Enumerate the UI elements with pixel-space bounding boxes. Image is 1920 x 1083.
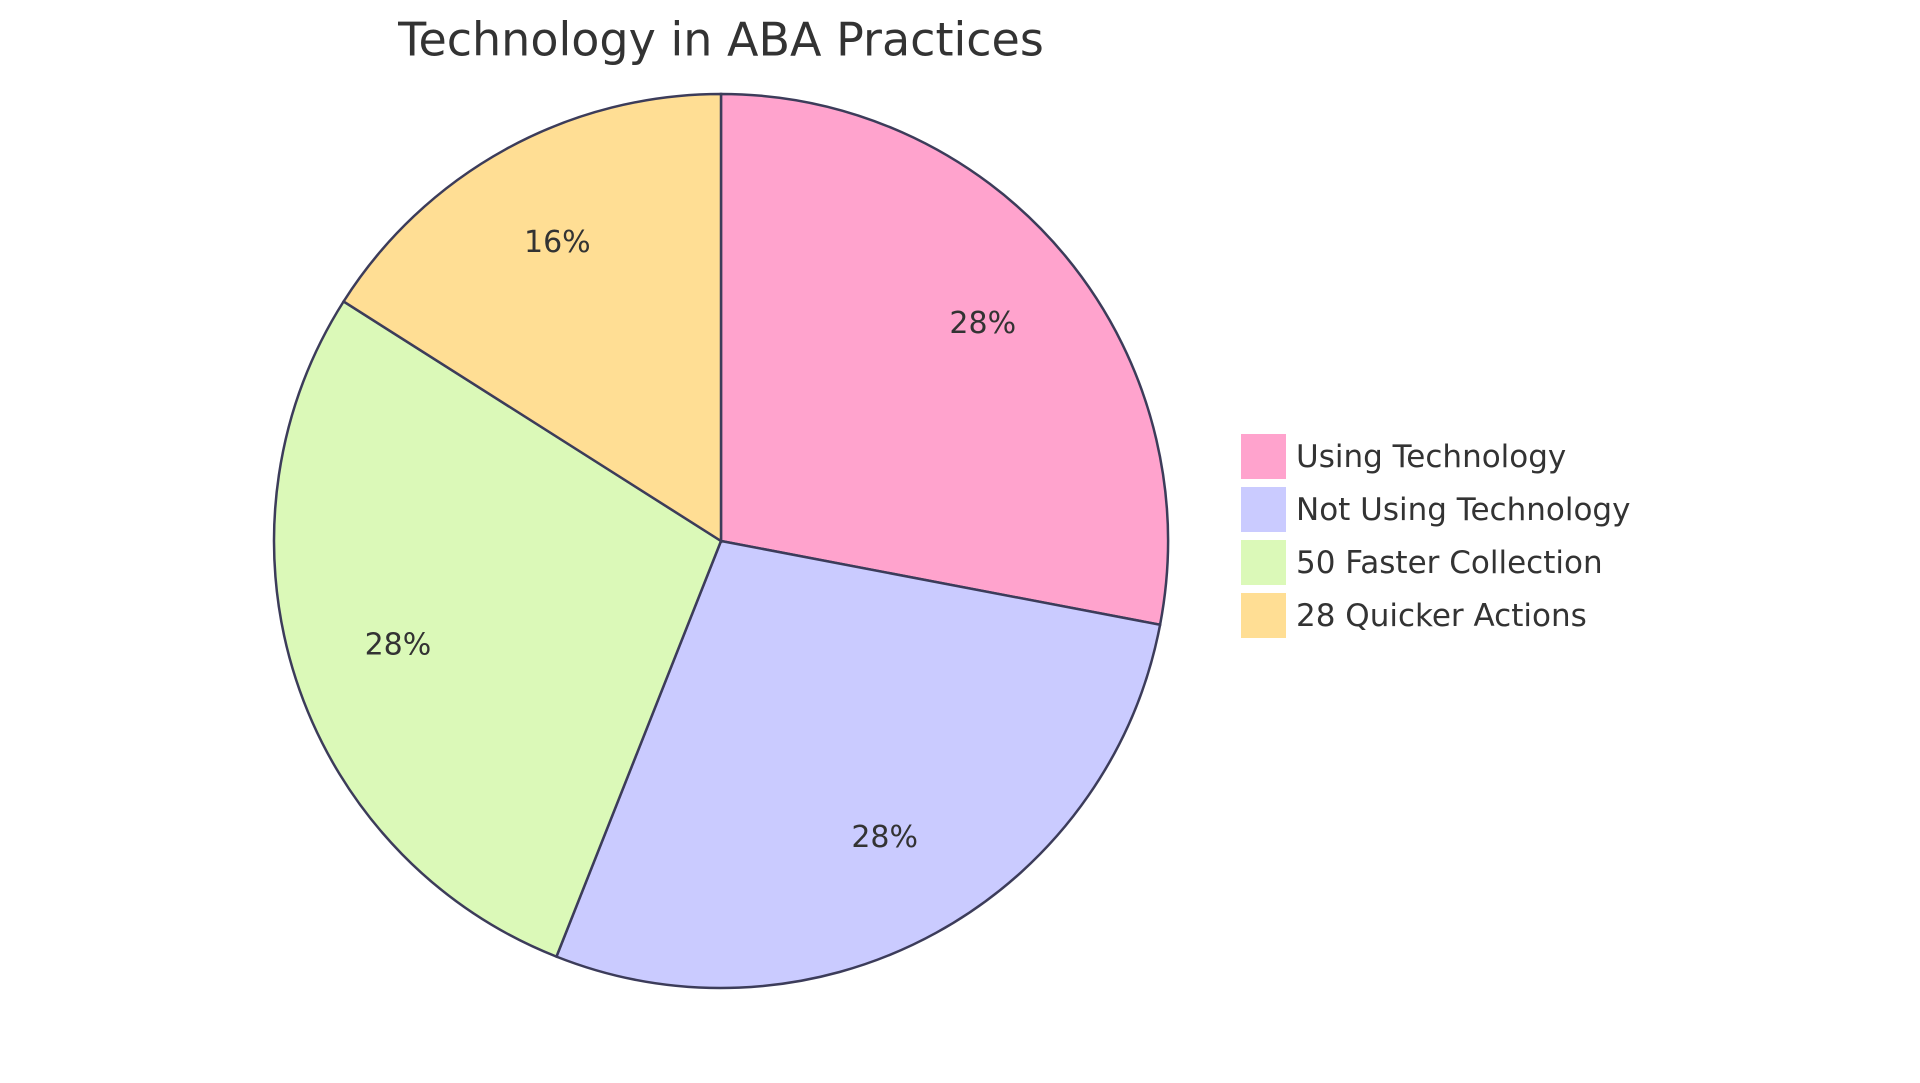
pie-slice xyxy=(341,92,723,544)
pie-slice xyxy=(554,539,1162,990)
legend-swatch xyxy=(1241,434,1286,479)
slice-label: 28% xyxy=(851,820,918,855)
legend-swatch xyxy=(1241,540,1286,585)
legend-label: 50 Faster Collection xyxy=(1296,545,1603,581)
legend-swatch xyxy=(1241,487,1286,532)
legend-label: 28 Quicker Actions xyxy=(1296,598,1587,634)
pie-slice xyxy=(272,299,723,959)
legend-label: Using Technology xyxy=(1296,439,1566,475)
chart-title: Technology in ABA Practices xyxy=(397,13,1044,67)
legend-swatch xyxy=(1241,593,1286,638)
pie-slice xyxy=(719,92,1170,627)
legend-label: Not Using Technology xyxy=(1296,492,1630,528)
slice-label: 28% xyxy=(365,627,432,662)
slice-label: 28% xyxy=(949,306,1016,341)
slice-label: 16% xyxy=(524,225,591,260)
